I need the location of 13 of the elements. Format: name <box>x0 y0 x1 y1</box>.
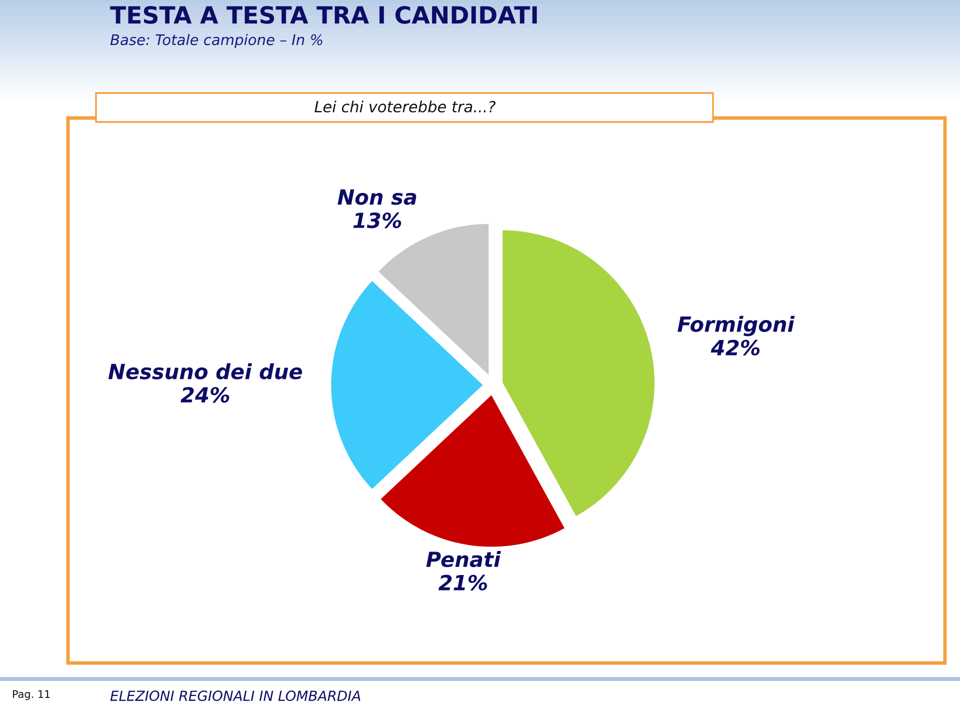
chart-title: TESTA A TESTA TRA I CANDIDATI <box>110 6 537 24</box>
text: Pag. 11 <box>13 690 50 700</box>
data-label: 24% <box>180 386 230 403</box>
data-label: 13% <box>353 212 402 228</box>
data-label: 21% <box>438 574 488 590</box>
text: ELEZIONI REGIONALI IN LOMBARDIA <box>110 690 360 702</box>
slice-label: Nessuno dei due <box>108 363 302 380</box>
slice-label: Penati <box>426 551 501 568</box>
text: Lei chi voterebbe tra...? <box>314 100 496 112</box>
chart-subtitle: Base: Totale campione – In % <box>110 34 322 48</box>
slice-label: Formigoni <box>678 316 795 336</box>
slice-label: Non sa <box>338 189 416 205</box>
data-label: 42% <box>710 340 760 356</box>
